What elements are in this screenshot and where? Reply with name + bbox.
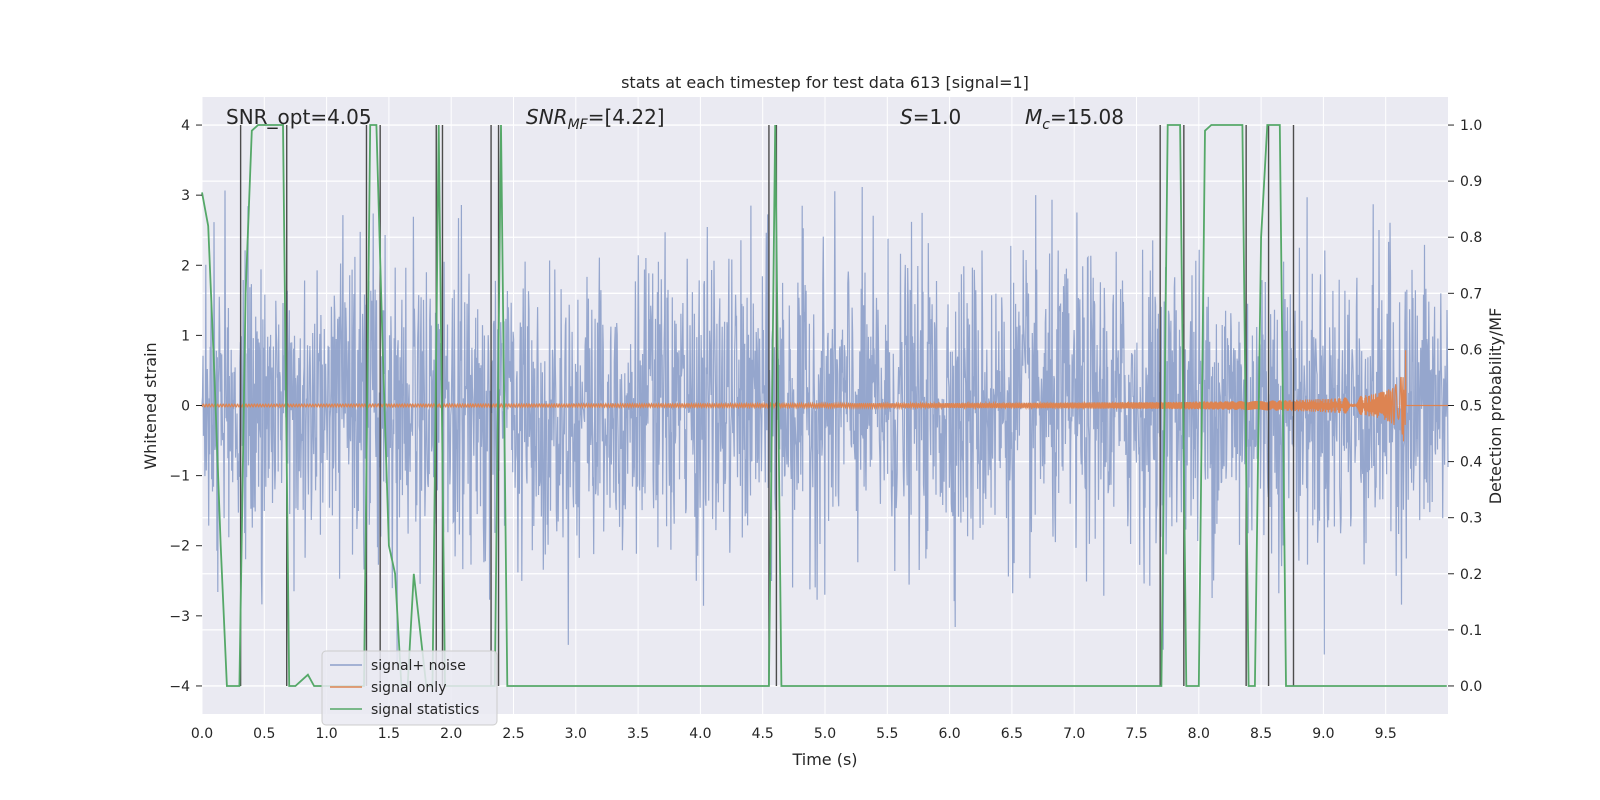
legend-box: [321, 650, 498, 726]
annotation-s-rest: =1.0: [913, 105, 962, 129]
annotation-snr-mf: SNRMF=[4.22]: [526, 105, 665, 133]
x-tick-label-17: 8.5: [1250, 726, 1272, 742]
y2-axis-ticks: 1.0 0.9 0.8 0.7 0.6 0.5 0.4 0.3 0.2 0.1 0.0: [1448, 118, 1482, 695]
y2-axis-label: Detection probability/MF: [1486, 308, 1505, 505]
y2-tick-label-3: 0.7: [1460, 286, 1482, 302]
y-tick-label-6: −2: [169, 539, 190, 555]
x-tick-label-2: 1.0: [315, 726, 337, 742]
y-tick-label-1: 3: [181, 188, 190, 204]
legend: signal+ noise signal only signal statist…: [321, 650, 498, 726]
annotation-mc-main: M: [1025, 105, 1042, 129]
y-tick-label-7: −3: [169, 609, 190, 625]
y-tick-label-0: 4: [181, 118, 190, 134]
x-tick-label-10: 5.0: [814, 726, 836, 742]
y2-tick-label-0: 1.0: [1460, 118, 1482, 134]
x-tick-label-3: 1.5: [378, 726, 400, 742]
x-tick-label-8: 4.0: [689, 726, 711, 742]
x-tick-label-18: 9.0: [1312, 726, 1334, 742]
y2-tick-label-4: 0.6: [1460, 342, 1482, 358]
y2-tick-label-6: 0.4: [1460, 455, 1482, 471]
annotation-snr-opt: SNR_opt=4.05: [226, 105, 372, 129]
x-tick-label-12: 6.0: [938, 726, 960, 742]
x-tick-label-14: 7.0: [1063, 726, 1085, 742]
x-tick-label-0: 0.0: [191, 726, 213, 742]
signal-plus-noise-line: [201, 186, 1449, 667]
annotation-mc-sub: c: [1042, 117, 1050, 133]
x-tick-label-19: 9.5: [1375, 726, 1397, 742]
chart-title: stats at each timestep for test data 613…: [621, 73, 1029, 92]
x-axis-ticks: 0.0 0.5 1.0 1.5 2.0 2.5 3.0 3.5 4.0 4.5 5.0 5.5 6.0 6…: [191, 726, 1397, 742]
x-tick-label-16: 8.0: [1188, 726, 1210, 742]
y2-tick-label-10: 0.0: [1460, 679, 1482, 695]
y-tick-label-8: −4: [169, 679, 190, 695]
y2-tick-label-5: 0.5: [1460, 399, 1482, 415]
y2-tick-label-1: 0.9: [1460, 174, 1482, 190]
y-tick-label-3: 1: [181, 328, 190, 344]
annotation-mc-rest: =15.08: [1050, 105, 1124, 129]
x-tick-label-4: 2.0: [440, 726, 462, 742]
y-tick-label-5: −1: [169, 469, 190, 485]
x-tick-label-11: 5.5: [876, 726, 898, 742]
signal-only-line: [201, 350, 1448, 442]
x-tick-label-13: 6.5: [1001, 726, 1023, 742]
annotation-s-main: S: [900, 105, 913, 129]
y-tick-label-4: 0: [181, 399, 190, 415]
y2-tick-label-7: 0.3: [1460, 511, 1482, 527]
x-tick-label-7: 3.5: [627, 726, 649, 742]
y2-tick-label-9: 0.1: [1460, 623, 1482, 639]
x-tick-label-5: 2.5: [502, 726, 524, 742]
annotation-s: S=1.0: [900, 105, 961, 129]
annotation-snr-mf-rest: =[4.22]: [588, 105, 665, 129]
x-tick-label-9: 4.5: [752, 726, 774, 742]
x-tick-label-6: 3.0: [565, 726, 587, 742]
series-signal-plus-noise: [201, 186, 1449, 667]
x-tick-label-1: 0.5: [253, 726, 275, 742]
y-tick-label-2: 2: [181, 258, 190, 274]
series-signal-only: [201, 350, 1448, 442]
y2-tick-label-8: 0.2: [1460, 567, 1482, 583]
x-tick-label-15: 7.5: [1125, 726, 1147, 742]
y-axis-ticks: 4 3 2 1 0 −1 −2 −3 −4: [169, 118, 202, 695]
annotation-snr-mf-main: SNR: [526, 105, 568, 129]
y2-tick-label-2: 0.8: [1460, 230, 1482, 246]
legend-label-signal-plus-noise: signal+ noise: [371, 658, 466, 674]
annotation-mc: Mc=15.08: [1025, 105, 1124, 133]
x-axis-label: Time (s): [791, 750, 857, 769]
legend-label-signal-statistics: signal statistics: [371, 702, 479, 718]
y-axis-label: Whitened strain: [141, 342, 160, 469]
annotation-snr-mf-sub: MF: [568, 117, 589, 133]
legend-label-signal-only: signal only: [371, 680, 446, 696]
